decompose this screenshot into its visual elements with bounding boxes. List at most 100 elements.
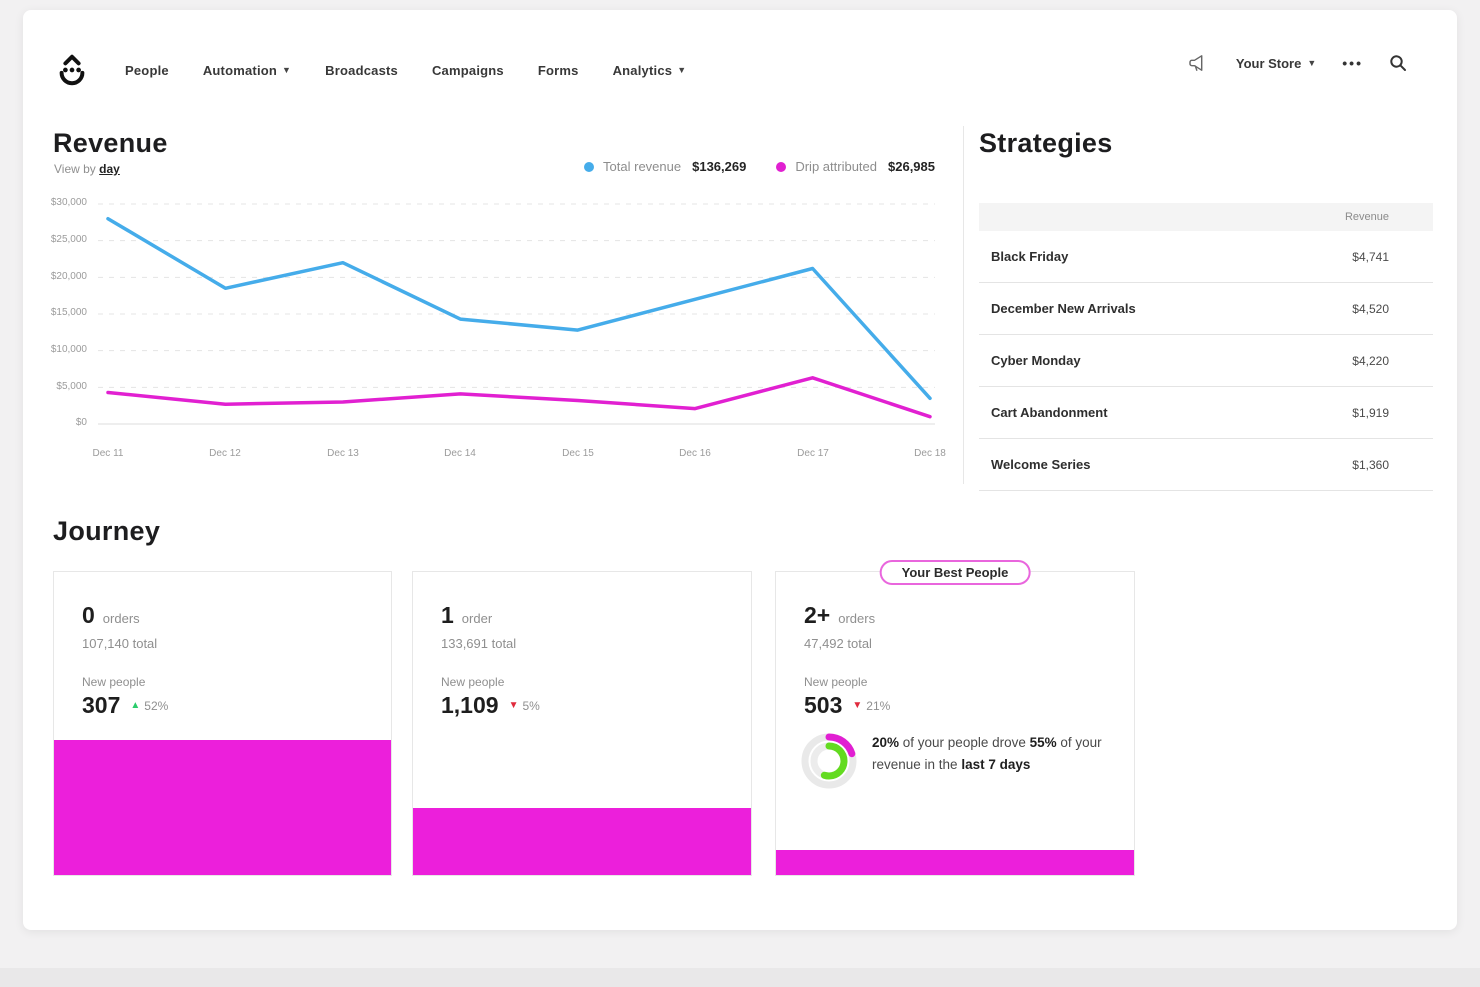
megaphone-icon[interactable] <box>1188 54 1210 72</box>
insight-period: last 7 days <box>961 757 1031 773</box>
page-footer-strip <box>0 968 1480 987</box>
nav-label: Analytics <box>612 62 673 78</box>
legend-dot <box>776 161 787 172</box>
view-by-value-link[interactable]: day <box>99 162 120 176</box>
orders-count: 2+ <box>804 602 831 628</box>
search-icon[interactable] <box>1389 54 1407 72</box>
x-axis-tick: Dec 15 <box>562 448 594 459</box>
strategy-revenue: $4,520 <box>1352 301 1389 316</box>
nav-item-campaigns[interactable]: Campaigns <box>432 63 504 78</box>
chevron-down-icon: ▼ <box>1307 58 1317 68</box>
strategy-name: Welcome Series <box>991 457 1091 472</box>
y-axis-tick: $5,000 <box>56 381 87 392</box>
best-people-badge: Your Best People <box>879 560 1031 585</box>
nav-item-automation[interactable]: Automation ▼ <box>203 63 291 78</box>
insight-people-pct: 20% <box>872 735 900 750</box>
new-people-count: 1,109 <box>441 692 499 718</box>
journey-bar <box>54 740 391 875</box>
table-row[interactable]: Cyber Monday $4,220 <box>979 335 1433 387</box>
insight-text: 20% of your people drove 55% of your rev… <box>872 732 1108 777</box>
legend-item-total-revenue: Total revenue $136,269 <box>584 159 746 174</box>
journey-card-content: 2+ orders 47,492 total New people 503 ▼ … <box>776 572 1134 719</box>
new-people-count: 503 <box>804 692 843 718</box>
store-selector[interactable]: Your Store ▼ <box>1236 56 1316 71</box>
trend-down-icon: ▼ <box>852 700 863 711</box>
donut-chart-icon <box>801 733 857 789</box>
new-people-count: 307 <box>82 692 121 718</box>
journey-bar <box>413 808 751 875</box>
view-by-control: View by day <box>54 162 120 176</box>
total-people: 133,691 total <box>441 636 517 651</box>
journey-card-1-order[interactable]: 1 order 133,691 total New people 1,109 ▼… <box>412 571 752 876</box>
journey-card-2plus-orders[interactable]: Your Best People 2+ orders 47,492 total … <box>775 560 1135 876</box>
top-nav: People Automation ▼ Broadcasts Campaigns … <box>55 48 686 92</box>
nav-item-forms[interactable]: Forms <box>538 63 579 78</box>
y-axis-tick: $25,000 <box>50 234 87 245</box>
new-people-label: New people <box>82 675 146 689</box>
orders-count: 0 <box>82 602 95 628</box>
strategies-section-title: Strategies <box>979 128 1113 158</box>
legend-label: Total revenue <box>603 159 682 174</box>
drip-logo-icon[interactable] <box>55 50 91 90</box>
trend-down-icon: ▼ <box>508 700 519 711</box>
chart-legend: Total revenue $136,269 Drip attributed $… <box>545 159 935 174</box>
trend-indicator: ▼ 5% <box>509 699 540 713</box>
strategy-revenue: $4,741 <box>1352 249 1389 264</box>
strategies-panel: Strategies Revenue Black Friday $4,741 D… <box>979 128 1433 491</box>
trend-percent: 52% <box>144 698 169 713</box>
insight-text-fragment: of your revenue in the <box>872 735 1102 773</box>
journey-card-content: 1 order 133,691 total New people 1,109 ▼… <box>413 572 751 719</box>
nav-item-analytics[interactable]: Analytics ▼ <box>613 63 687 78</box>
strategy-revenue: $1,919 <box>1352 405 1389 420</box>
strategy-name: Cart Abandonment <box>991 405 1108 420</box>
legend-item-drip-attributed: Drip attributed $26,985 <box>776 159 935 174</box>
x-axis-tick: Dec 12 <box>209 448 241 459</box>
strategies-header-row: Revenue <box>979 203 1433 231</box>
nav-item-people[interactable]: People <box>125 63 169 78</box>
total-people: 107,140 total <box>82 636 158 651</box>
nav-label: Forms <box>537 62 579 78</box>
y-axis-tick: $10,000 <box>50 344 87 355</box>
x-axis-tick: Dec 17 <box>797 448 829 459</box>
x-axis-tick: Dec 13 <box>327 448 359 459</box>
table-row[interactable]: Black Friday $4,741 <box>979 231 1433 283</box>
orders-label: orders <box>102 611 140 626</box>
y-axis-tick: $0 <box>75 417 87 428</box>
legend-value: $136,269 <box>692 159 747 174</box>
y-axis-tick: $30,000 <box>50 197 87 208</box>
journey-card-0-orders[interactable]: 0 orders 107,140 total New people 307 ▲ … <box>53 571 392 876</box>
strategy-name: Cyber Monday <box>991 353 1081 368</box>
journey-bar <box>776 850 1134 875</box>
view-by-label: View by <box>54 162 96 176</box>
revenue-section-title: Revenue <box>53 128 168 158</box>
nav-label: Campaigns <box>431 62 504 78</box>
table-row[interactable]: December New Arrivals $4,520 <box>979 283 1433 335</box>
revenue-column-header: Revenue <box>1344 211 1389 223</box>
nav-label: People <box>125 62 169 78</box>
insight-revenue-pct: 55% <box>1029 735 1057 750</box>
strategy-name: December New Arrivals <box>991 301 1136 316</box>
dashboard-card: People Automation ▼ Broadcasts Campaigns … <box>23 10 1457 930</box>
x-axis-tick: Dec 11 <box>92 448 124 459</box>
trend-percent: 5% <box>522 698 540 713</box>
donut-outer-arc <box>801 733 857 789</box>
nav-right-cluster: Your Store ▼ ••• <box>1188 54 1407 72</box>
new-people-label: New people <box>441 675 505 689</box>
donut-inner-arc <box>810 742 848 780</box>
orders-label: orders <box>838 611 876 626</box>
best-people-insight: 20% of your people drove 55% of your rev… <box>800 732 1108 790</box>
legend-dot <box>584 161 595 172</box>
strategy-name: Black Friday <box>991 249 1069 264</box>
table-row[interactable]: Welcome Series $1,360 <box>979 439 1433 491</box>
table-row[interactable]: Cart Abandonment $1,919 <box>979 387 1433 439</box>
nav-item-broadcasts[interactable]: Broadcasts <box>325 63 398 78</box>
trend-indicator: ▲ 52% <box>130 699 168 713</box>
x-axis-tick: Dec 16 <box>679 448 711 459</box>
new-people-label: New people <box>804 675 868 689</box>
more-options-icon[interactable]: ••• <box>1342 55 1363 71</box>
y-axis-tick: $15,000 <box>50 307 87 318</box>
legend-value: $26,985 <box>888 159 935 174</box>
orders-label: order <box>461 611 493 626</box>
store-selector-label: Your Store <box>1235 55 1302 71</box>
chevron-down-icon: ▼ <box>677 65 687 75</box>
